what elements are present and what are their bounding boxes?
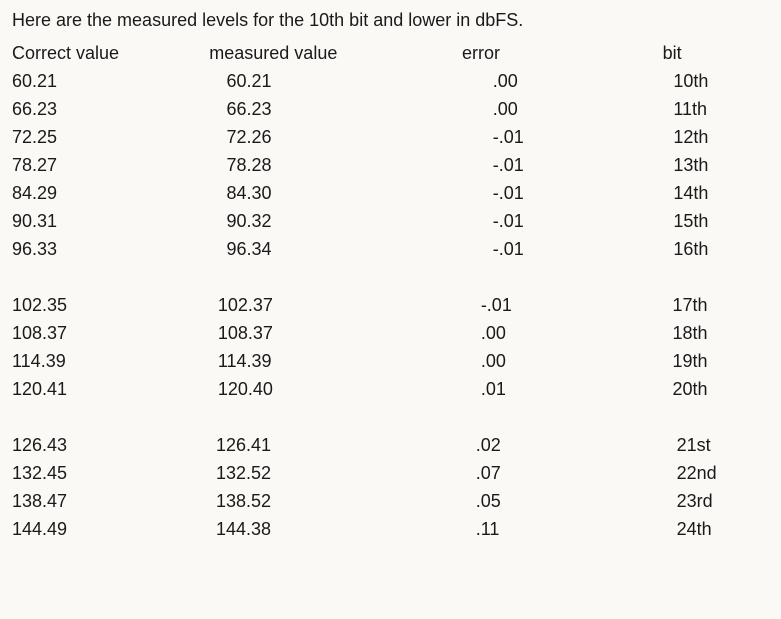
- cell-measured: 96.34: [171, 235, 417, 263]
- header-bit: bit: [613, 39, 769, 67]
- table-row: 144.49144.38.1124th: [12, 515, 769, 543]
- table-header-row: Correct value measured value error bit: [12, 39, 769, 67]
- cell-correct: 84.29: [12, 179, 171, 207]
- cell-correct: 102.35: [12, 291, 173, 319]
- cell-measured: 66.23: [171, 95, 417, 123]
- cell-bit: 14th: [628, 179, 769, 207]
- cell-measured: 126.41: [166, 431, 401, 459]
- cell-error: .02: [401, 431, 607, 459]
- cell-error: -.01: [418, 179, 629, 207]
- cell-measured: 138.52: [166, 487, 401, 515]
- cell-error: .01: [411, 375, 618, 403]
- cell-correct: 78.27: [12, 151, 171, 179]
- header-error: error: [422, 39, 613, 67]
- cell-error: .00: [418, 67, 629, 95]
- cell-correct: 66.23: [12, 95, 171, 123]
- table-row: 66.2366.23.0011th: [12, 95, 769, 123]
- table-row: 90.3190.32-.0115th: [12, 207, 769, 235]
- cell-correct: 144.49: [12, 515, 166, 543]
- table-row: 108.37108.37.0018th: [12, 319, 769, 347]
- cell-bit: 24th: [607, 515, 769, 543]
- cell-correct: 90.31: [12, 207, 171, 235]
- cell-measured: 60.21: [171, 67, 417, 95]
- cell-bit: 16th: [628, 235, 769, 263]
- cell-correct: 108.37: [12, 319, 173, 347]
- cell-error: .11: [401, 515, 607, 543]
- cell-measured: 78.28: [171, 151, 417, 179]
- table-row: 84.2984.30-.0114th: [12, 179, 769, 207]
- cell-bit: 10th: [628, 67, 769, 95]
- table-row: 60.2160.21.0010th: [12, 67, 769, 95]
- cell-bit: 20th: [618, 375, 770, 403]
- cell-error: .07: [401, 459, 607, 487]
- cell-measured: 90.32: [171, 207, 417, 235]
- cell-error: .00: [411, 319, 618, 347]
- cell-measured: 72.26: [171, 123, 417, 151]
- cell-bit: 11th: [628, 95, 769, 123]
- cell-measured: 108.37: [173, 319, 411, 347]
- cell-error: -.01: [418, 123, 629, 151]
- cell-correct: 120.41: [12, 375, 173, 403]
- cell-error: -.01: [418, 151, 629, 179]
- cell-correct: 132.45: [12, 459, 166, 487]
- cell-error: .00: [411, 347, 618, 375]
- cell-bit: 23rd: [607, 487, 769, 515]
- cell-bit: 21st: [607, 431, 769, 459]
- cell-error: -.01: [418, 235, 629, 263]
- cell-bit: 12th: [628, 123, 769, 151]
- cell-correct: 114.39: [12, 347, 173, 375]
- cell-measured: 144.38: [166, 515, 401, 543]
- cell-bit: 15th: [628, 207, 769, 235]
- group-spacer: [12, 263, 769, 291]
- cell-measured: 114.39: [173, 347, 411, 375]
- cell-correct: 60.21: [12, 67, 171, 95]
- cell-error: .00: [418, 95, 629, 123]
- header-correct: Correct value: [12, 39, 189, 67]
- group-spacer: [12, 403, 769, 431]
- table-row: 120.41120.40.0120th: [12, 375, 769, 403]
- table-row: 132.45132.52.0722nd: [12, 459, 769, 487]
- table-row: 138.47138.52.0523rd: [12, 487, 769, 515]
- cell-bit: 18th: [618, 319, 770, 347]
- intro-text: Here are the measured levels for the 10t…: [12, 10, 769, 31]
- cell-measured: 102.37: [173, 291, 411, 319]
- table-row: 96.3396.34-.0116th: [12, 235, 769, 263]
- cell-bit: 17th: [618, 291, 770, 319]
- table-row: 102.35102.37-.0117th: [12, 291, 769, 319]
- table-body: 60.2160.21.0010th66.2366.23.0011th72.257…: [12, 67, 769, 543]
- cell-correct: 72.25: [12, 123, 171, 151]
- header-measured: measured value: [189, 39, 422, 67]
- cell-error: -.01: [411, 291, 618, 319]
- cell-bit: 13th: [628, 151, 769, 179]
- cell-error: -.01: [418, 207, 629, 235]
- cell-measured: 120.40: [173, 375, 411, 403]
- table-row: 126.43126.41.0221st: [12, 431, 769, 459]
- cell-measured: 132.52: [166, 459, 401, 487]
- cell-error: .05: [401, 487, 607, 515]
- cell-bit: 22nd: [607, 459, 769, 487]
- table-row: 72.2572.26-.0112th: [12, 123, 769, 151]
- document-page: Here are the measured levels for the 10t…: [0, 0, 781, 553]
- cell-correct: 126.43: [12, 431, 166, 459]
- table-row: 78.2778.28-.0113th: [12, 151, 769, 179]
- cell-bit: 19th: [618, 347, 770, 375]
- table-row: 114.39114.39.0019th: [12, 347, 769, 375]
- cell-correct: 96.33: [12, 235, 171, 263]
- cell-correct: 138.47: [12, 487, 166, 515]
- cell-measured: 84.30: [171, 179, 417, 207]
